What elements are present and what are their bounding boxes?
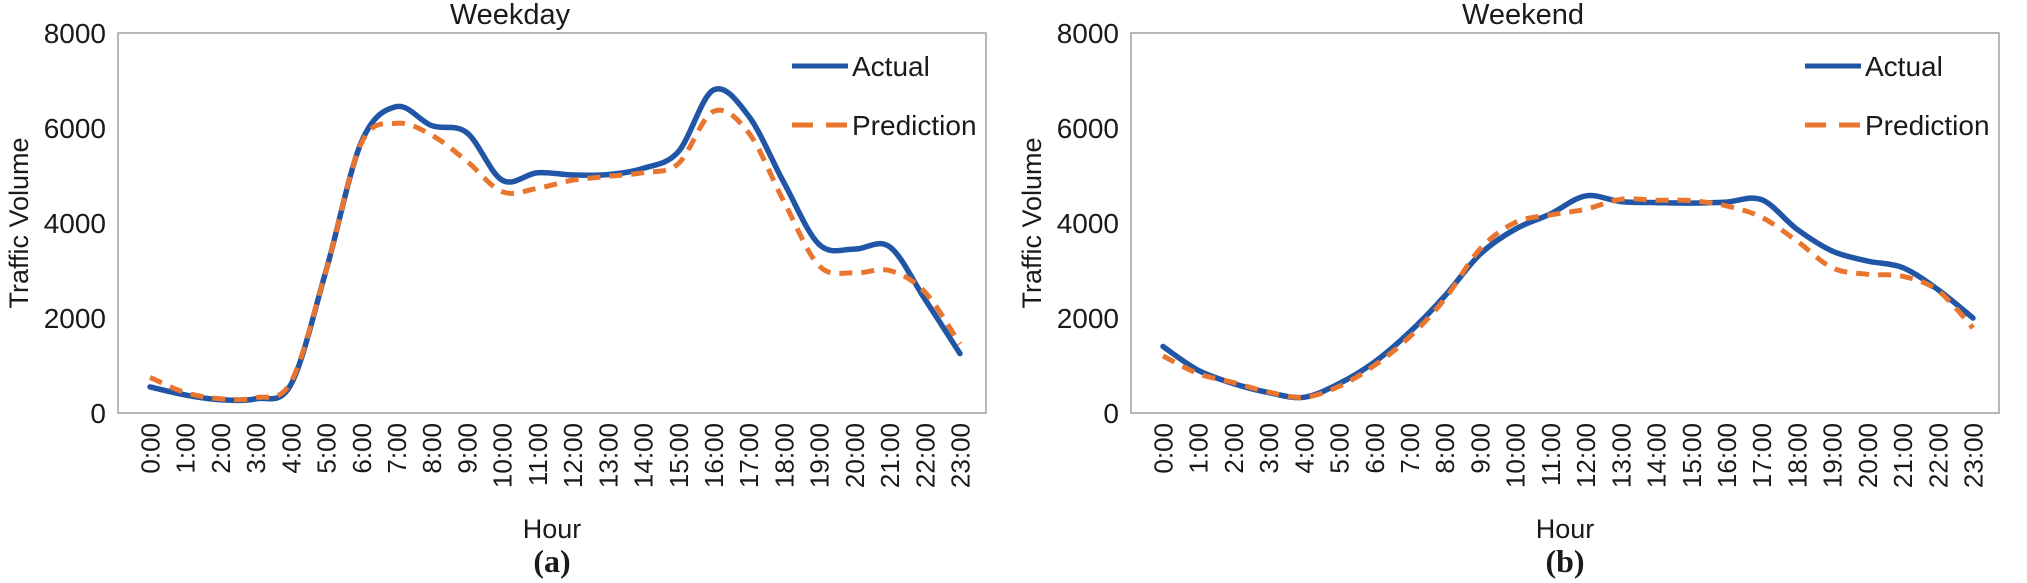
weekend-chart: 0 2000 4000 6000 8000 0:00 1:00 2:00 3:00 4:00 5:0…: [1017, 0, 2000, 579]
y-axis-tick-label: 6000: [44, 113, 106, 144]
weekday-figure: 0 2000 4000 6000 8000 0:00 1:00 2:00 3:00 4:00 5:0…: [0, 0, 1013, 583]
actual-line: [147, 86, 963, 404]
x-axis-tick-label: 20:00: [840, 423, 870, 488]
x-axis-tick-label: 12:00: [1571, 423, 1601, 488]
x-axis-tick-label: 19:00: [1818, 423, 1848, 488]
x-axis-title: Hour: [1536, 514, 1595, 544]
x-axis-tick-label: 22:00: [1923, 423, 1953, 488]
x-axis-tick-label: 4:00: [1289, 423, 1319, 474]
x-axis-tick-label: 5:00: [312, 423, 342, 474]
y-axis-title: Traffic Volume: [1017, 137, 1047, 308]
x-axis-tick-label: 17:00: [1747, 423, 1777, 488]
x-axis-tick-label: 0:00: [1149, 423, 1179, 474]
y-axis-title: Traffic Volume: [4, 137, 34, 308]
x-axis-tick-label: 10:00: [488, 423, 518, 488]
x-axis-tick-label: 5:00: [1325, 423, 1355, 474]
x-axis-tick-label: 4:00: [276, 423, 306, 474]
x-axis-tick-label: 18:00: [1782, 423, 1812, 488]
plot-frame: [1130, 32, 2000, 414]
plot-frame: [117, 32, 987, 414]
weekday-chart: 0 2000 4000 6000 8000 0:00 1:00 2:00 3:00 4:00 5:0…: [4, 0, 987, 579]
x-axis-tick-label: 18:00: [769, 423, 799, 488]
x-axis-tick-label: 19:00: [805, 423, 835, 488]
x-axis-tick-label: 21:00: [875, 423, 905, 488]
x-axis-tick-label: 20:00: [1853, 423, 1883, 488]
x-axis-tick-label: 6:00: [347, 423, 377, 474]
x-axis-tick-label: 21:00: [1888, 423, 1918, 488]
y-axis-tick-label: 0: [90, 398, 106, 429]
x-axis-tick-label: 15:00: [664, 423, 694, 488]
prediction-line: [1161, 196, 1975, 400]
x-axis-tick-label: 13:00: [1606, 423, 1636, 488]
figure-caption: (a): [533, 543, 570, 579]
x-axis-tick-label: 9:00: [453, 423, 483, 474]
x-axis-tick-label: 6:00: [1360, 423, 1390, 474]
x-axis-tick-label: 11:00: [523, 423, 553, 486]
y-axis-tick-label: 4000: [1057, 208, 1119, 239]
x-axis-tick-label: 15:00: [1677, 423, 1707, 488]
x-axis-tick-label: 9:00: [1466, 423, 1496, 474]
weekend-figure: 0 2000 4000 6000 8000 0:00 1:00 2:00 3:00 4:00 5:0…: [1013, 0, 2026, 583]
x-axis-tick-label: 8:00: [1430, 423, 1460, 474]
legend-label-prediction: Prediction: [852, 110, 977, 141]
x-axis-tick-label: 3:00: [1254, 423, 1284, 474]
y-axis-tick-label: 2000: [44, 303, 106, 334]
x-axis-tick-label: 14:00: [1642, 423, 1672, 488]
x-axis-tick-label: 11:00: [1536, 423, 1566, 486]
x-axis-tick-label: 2:00: [1219, 423, 1249, 474]
actual-line: [1160, 192, 1976, 401]
x-axis-tick-label: 0:00: [136, 423, 166, 474]
x-axis-tick-label: 1:00: [1184, 423, 1214, 474]
y-axis-tick-label: 8000: [1057, 18, 1119, 49]
x-axis-tick-label: 13:00: [593, 423, 623, 488]
legend-label-actual: Actual: [852, 51, 930, 82]
legend-label-prediction: Prediction: [1865, 110, 1990, 141]
figure-caption: (b): [1545, 543, 1584, 579]
y-axis-tick-label: 8000: [44, 18, 106, 49]
y-axis-tick-label: 6000: [1057, 113, 1119, 144]
chart-title: Weekday: [450, 0, 571, 31]
x-axis-tick-label: 23:00: [946, 423, 976, 488]
prediction-line: [148, 107, 963, 403]
x-axis-tick-label: 2:00: [206, 423, 236, 474]
x-axis-tick-label: 3:00: [241, 423, 271, 474]
x-axis-tick-label: 7:00: [382, 423, 412, 474]
x-axis-tick-label: 12:00: [558, 423, 588, 488]
y-axis-tick-label: 2000: [1057, 303, 1119, 334]
x-axis-title: Hour: [523, 514, 582, 544]
x-axis-tick-label: 16:00: [699, 423, 729, 488]
x-axis-tick-label: 8:00: [417, 423, 447, 474]
legend-label-actual: Actual: [1865, 51, 1943, 82]
x-axis-tick-label: 22:00: [910, 423, 940, 488]
x-axis-tick-label: 10:00: [1501, 423, 1531, 488]
x-axis-tick-label: 1:00: [171, 423, 201, 474]
y-axis-tick-label: 4000: [44, 208, 106, 239]
chart-title: Weekend: [1462, 0, 1584, 31]
x-axis-tick-label: 23:00: [1959, 423, 1989, 488]
x-axis-tick-label: 17:00: [734, 423, 764, 488]
y-axis-tick-label: 0: [1103, 398, 1119, 429]
x-axis-tick-label: 14:00: [629, 423, 659, 488]
x-axis-tick-label: 7:00: [1395, 423, 1425, 474]
x-axis-tick-label: 16:00: [1712, 423, 1742, 488]
